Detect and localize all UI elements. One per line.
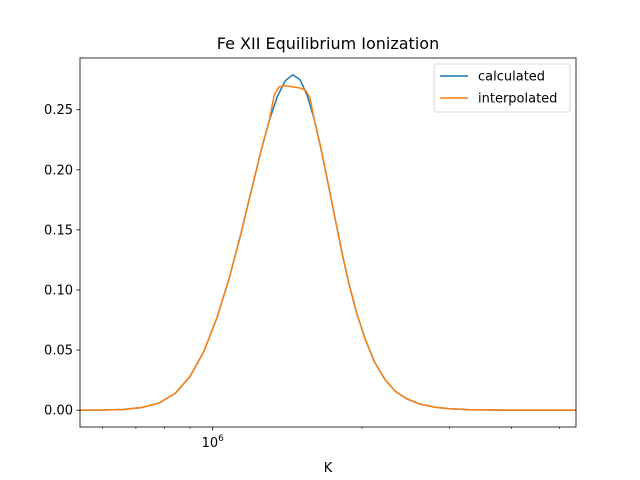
chart-title: Fe XII Equilibrium Ionization bbox=[217, 34, 439, 53]
y-tick-label: 0.25 bbox=[44, 103, 73, 118]
y-tick-label: 0.00 bbox=[44, 404, 73, 419]
x-axis-label: K bbox=[324, 461, 333, 476]
series-line-interpolated bbox=[80, 84, 576, 411]
axes-frame bbox=[79, 57, 577, 428]
legend-label-calculated: calculated bbox=[478, 70, 545, 85]
y-tick-label: 0.10 bbox=[44, 283, 73, 298]
y-tick-label: 0.20 bbox=[44, 163, 73, 178]
y-tick-label: 0.05 bbox=[44, 344, 73, 359]
plot-area bbox=[80, 74, 576, 411]
legend: calculated interpolated bbox=[433, 63, 571, 113]
y-tick-label: 0.15 bbox=[44, 223, 73, 238]
legend-label-interpolated: interpolated bbox=[478, 92, 557, 107]
x-tick-label: 106 bbox=[202, 434, 225, 451]
